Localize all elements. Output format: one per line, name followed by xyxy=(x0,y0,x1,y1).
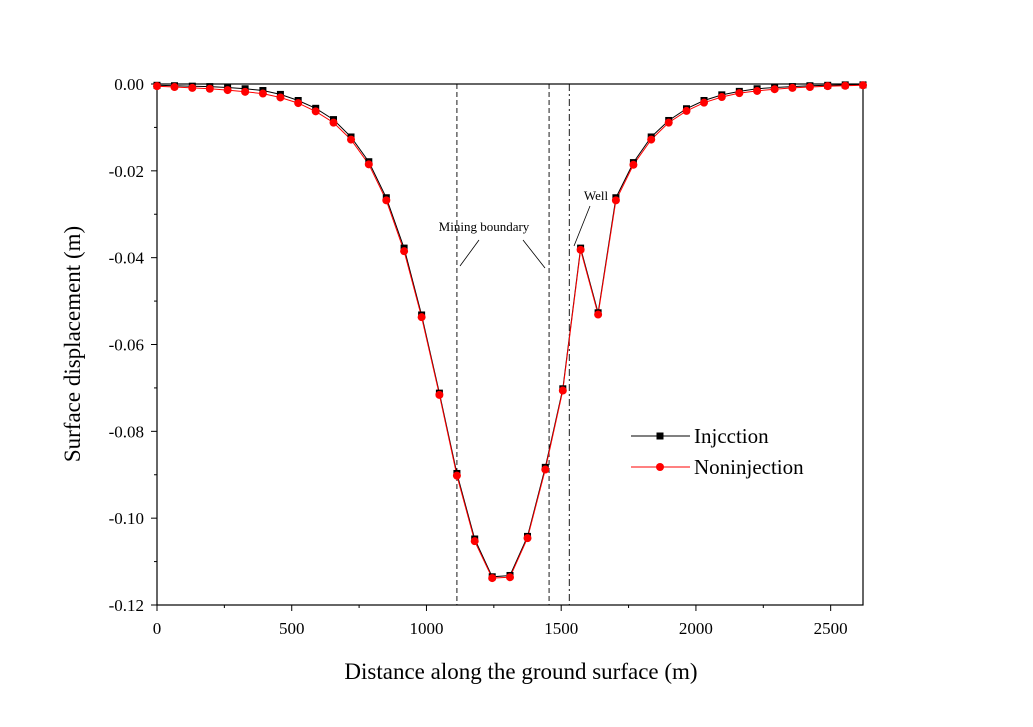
series-group xyxy=(153,81,867,583)
x-tick-label: 1000 xyxy=(409,619,443,638)
data-point-noninjection xyxy=(400,247,409,256)
legend-label-noninjection: Noninjection xyxy=(694,455,804,479)
data-point-noninjection xyxy=(311,107,320,116)
x-tick-label: 0 xyxy=(153,619,162,638)
y-tick-label: -0.12 xyxy=(109,596,144,615)
data-point-noninjection xyxy=(488,574,497,583)
x-tick-label: 2500 xyxy=(814,619,848,638)
data-point-noninjection xyxy=(417,313,426,322)
series-line-injection xyxy=(156,84,863,578)
data-point-noninjection xyxy=(594,310,603,319)
annotation-pointer-right xyxy=(522,239,546,269)
data-point-noninjection xyxy=(470,537,479,546)
data-point-noninjection xyxy=(364,160,373,169)
plot-frame xyxy=(156,83,864,606)
data-point-noninjection xyxy=(294,99,303,108)
data-point-noninjection xyxy=(700,98,709,107)
data-point-noninjection xyxy=(558,386,567,395)
x-tick-label: 500 xyxy=(279,619,305,638)
data-point-noninjection xyxy=(223,86,232,95)
x-tick-label: 2000 xyxy=(679,619,713,638)
data-point-noninjection xyxy=(170,83,179,92)
data-point-noninjection xyxy=(435,390,444,399)
boundary-lines xyxy=(456,84,570,605)
data-point-noninjection xyxy=(329,118,338,127)
data-point-noninjection xyxy=(753,86,762,95)
data-point-noninjection xyxy=(647,135,656,144)
y-tick-label: -0.04 xyxy=(109,249,145,268)
x-tick-label: 1500 xyxy=(544,619,578,638)
data-point-noninjection xyxy=(258,89,267,98)
data-point-noninjection xyxy=(664,118,673,127)
data-point-noninjection xyxy=(241,87,250,96)
legend-marker-injection xyxy=(656,432,664,440)
annotation-mining-boundary: Mining boundary xyxy=(439,219,530,234)
data-point-noninjection xyxy=(541,465,550,474)
data-point-noninjection xyxy=(205,84,214,93)
y-tick-label: -0.08 xyxy=(109,422,144,441)
data-point-noninjection xyxy=(788,83,797,92)
legend: Injcction Noninjection xyxy=(631,424,804,479)
x-axis-title: Distance along the ground surface (m) xyxy=(344,659,697,684)
data-point-noninjection xyxy=(188,83,197,92)
data-point-noninjection xyxy=(717,93,726,102)
data-point-noninjection xyxy=(523,534,532,543)
data-point-noninjection xyxy=(805,83,814,92)
series-line-noninjection xyxy=(156,84,864,579)
y-tick-label: -0.06 xyxy=(109,336,144,355)
data-point-noninjection xyxy=(347,135,356,144)
annotation-pointer-left xyxy=(459,239,480,267)
axis-ticks: 0 500 1000 1500 2000 2500 0.00 -0.02 -0.04 -0.06 -… xyxy=(109,75,848,638)
data-point-noninjection xyxy=(276,93,285,102)
y-tick-label: -0.02 xyxy=(109,162,144,181)
data-point-noninjection xyxy=(153,82,161,91)
legend-marker-noninjection xyxy=(656,463,664,471)
data-point-noninjection xyxy=(682,106,691,115)
data-point-noninjection xyxy=(841,81,850,90)
data-point-noninjection xyxy=(506,573,514,582)
data-point-noninjection xyxy=(859,81,867,90)
data-point-noninjection xyxy=(576,245,585,254)
annotation-well: Well xyxy=(584,188,609,203)
data-point-noninjection xyxy=(382,196,391,205)
y-tick-label: -0.10 xyxy=(109,509,144,528)
data-point-noninjection xyxy=(735,89,744,98)
legend-label-injection: Injcction xyxy=(694,424,769,448)
data-point-noninjection xyxy=(629,160,638,169)
data-point-noninjection xyxy=(770,85,779,94)
annotation-pointer-well xyxy=(573,205,591,247)
data-point-noninjection xyxy=(823,82,832,91)
y-tick-label: 0.00 xyxy=(114,75,144,94)
data-point-noninjection xyxy=(611,196,620,205)
data-point-noninjection xyxy=(452,471,461,480)
y-axis-title: Surface displacement (m) xyxy=(60,226,85,462)
